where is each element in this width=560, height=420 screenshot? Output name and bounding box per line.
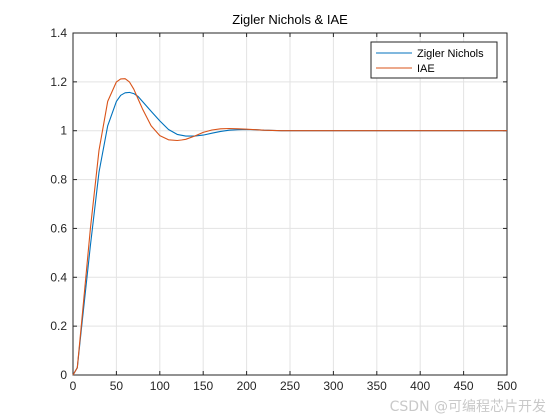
- y-tick-label: 0.8: [50, 173, 67, 187]
- x-tick-label: 150: [193, 379, 213, 393]
- watermark: CSDN @可编程芯片开发: [389, 399, 546, 415]
- legend: Zigler Nichols IAE: [370, 41, 498, 79]
- series-layer: [72, 78, 507, 376]
- x-tick-label: 400: [410, 379, 430, 393]
- y-tick-label: 0: [60, 368, 67, 382]
- x-tick-label: 250: [280, 379, 300, 393]
- axis-ticks: 0 50 100 150 200 250 300 350 400 450 500 0 0.2 0.4 0.6…: [50, 26, 517, 393]
- y-tick-label: 1: [60, 124, 67, 138]
- x-tick-label: 50: [110, 379, 124, 393]
- chart-title: Zigler Nichols & IAE: [232, 12, 348, 27]
- y-tick-label: 1.4: [50, 26, 67, 40]
- legend-box: [370, 41, 498, 79]
- x-tick-label: 450: [454, 379, 474, 393]
- x-tick-label: 350: [367, 379, 387, 393]
- series-line-2: [72, 78, 507, 376]
- legend-label: Zigler Nichols: [417, 48, 484, 60]
- y-tick-label: 0.2: [50, 319, 67, 333]
- x-tick-label: 100: [150, 379, 170, 393]
- y-tick-label: 0.4: [50, 270, 67, 284]
- y-tick-label: 0.6: [50, 221, 67, 235]
- x-tick-label: 300: [323, 379, 343, 393]
- x-tick-label: 200: [237, 379, 257, 393]
- grid-lines: [73, 33, 507, 375]
- legend-label: IAE: [417, 63, 435, 75]
- x-tick-label: 500: [497, 379, 517, 393]
- x-tick-label: 0: [70, 379, 77, 393]
- y-tick-label: 1.2: [50, 75, 67, 89]
